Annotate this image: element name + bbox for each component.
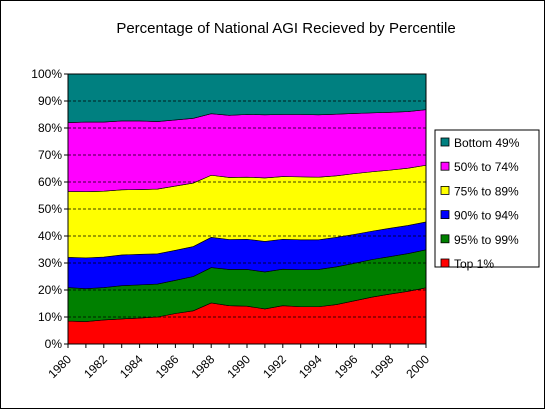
legend-swatch [440,185,450,195]
legend: Bottom 49% 50% to 74% 75% to 89% 90% to 94%… [434,129,540,271]
y-tick-label: 70% [38,148,62,162]
legend-label: 90% to 94% [454,209,519,223]
series-areas [67,73,427,345]
y-tick-label: 80% [38,121,62,135]
x-axis: 1980 1982 1984 1986 1988 1990 1992 1994 1996 1998… [45,344,432,381]
x-tick-label: 1982 [81,352,110,381]
x-tick-label: 1998 [368,352,397,381]
legend-swatch [440,137,450,147]
y-tick-label: 100% [31,67,62,81]
x-tick-label: 1990 [224,352,253,381]
y-tick-label: 0% [45,337,63,351]
legend-swatch [440,210,450,220]
legend-label: 75% to 89% [454,184,519,198]
x-tick-label: 1988 [189,352,218,381]
y-axis: 0% 10% 20% 30% 40% 50% 60% 70% 80% 90% 100% [31,67,68,351]
legend-label: 95% to 99% [454,233,519,247]
x-tick-label: 1986 [153,352,182,381]
y-tick-label: 50% [38,202,62,216]
x-tick-label: 2000 [403,352,432,381]
legend-swatch [440,258,450,268]
legend-box [434,129,540,268]
legend-label: Bottom 49% [454,136,520,150]
x-tick-label: 1980 [45,352,74,381]
legend-label: 50% to 74% [454,160,519,174]
y-tick-label: 90% [38,94,62,108]
x-tick-label: 1984 [117,352,146,381]
x-tick-label: 1992 [260,352,289,381]
y-tick-label: 60% [38,175,62,189]
legend-label: Top 1% [454,257,494,271]
legend-swatch [440,234,450,244]
x-tick-label: 1994 [296,352,325,381]
legend-swatch [440,161,450,171]
y-tick-label: 10% [38,310,62,324]
y-tick-label: 20% [38,283,62,297]
x-tick-label: 1996 [332,352,361,381]
y-tick-label: 30% [38,256,62,270]
chart-title: Percentage of National AGI Recieved by P… [116,20,455,37]
y-tick-label: 40% [38,229,62,243]
